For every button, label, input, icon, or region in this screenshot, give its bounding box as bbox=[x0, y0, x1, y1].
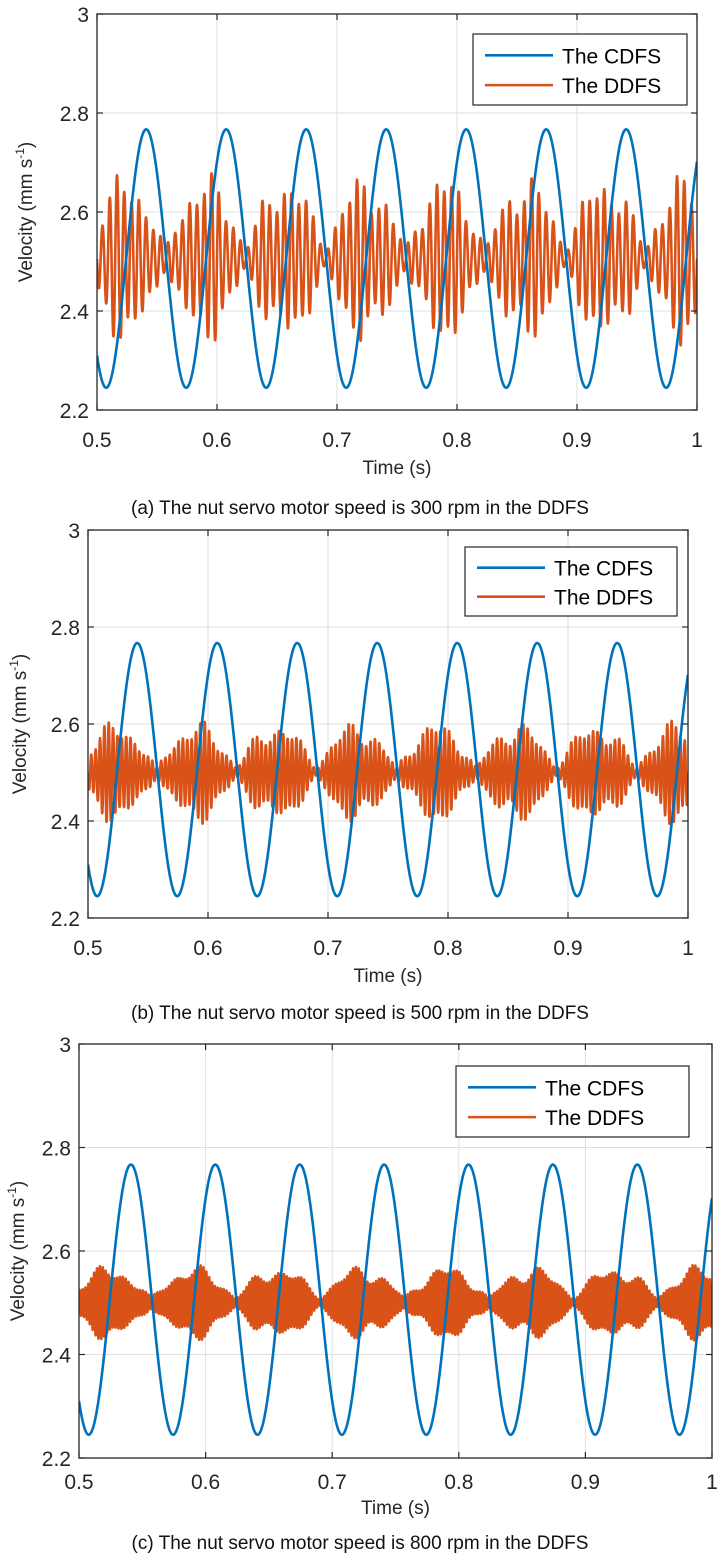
x-axis-label: Time (s) bbox=[361, 1498, 430, 1519]
y-axis-label: Velocity (mm s-1) bbox=[13, 142, 37, 283]
x-tick-label: 0.9 bbox=[571, 1471, 600, 1494]
x-tick-label: 0.5 bbox=[82, 429, 111, 452]
legend: The CDFS The DDFS bbox=[456, 1066, 689, 1137]
y-axis-label-superscript: -1 bbox=[7, 660, 21, 671]
figure-caption: (c) The nut servo motor speed is 800 rpm… bbox=[132, 1533, 589, 1554]
x-tick-label: 1 bbox=[706, 1471, 718, 1494]
legend-cdfs-label: The CDFS bbox=[562, 45, 661, 68]
x-tick-label: 0.8 bbox=[433, 937, 462, 960]
y-tick-label: 3 bbox=[68, 520, 80, 543]
figure-caption: (a) The nut servo motor speed is 300 rpm… bbox=[131, 498, 589, 519]
legend: The CDFS The DDFS bbox=[473, 34, 687, 105]
y-axis-label-close: ) bbox=[8, 1181, 29, 1187]
y-tick-label: 2.2 bbox=[60, 400, 89, 423]
x-tick-label: 0.7 bbox=[318, 1471, 347, 1494]
legend-cdfs-label: The CDFS bbox=[554, 558, 653, 581]
y-axis-label: Velocity (mm s-1) bbox=[5, 1181, 29, 1322]
y-axis-label-text: Velocity (mm s bbox=[16, 159, 37, 283]
x-tick-label: 0.7 bbox=[322, 429, 351, 452]
y-axis-label-superscript: -1 bbox=[13, 148, 27, 159]
y-tick-label: 2.8 bbox=[42, 1138, 71, 1161]
x-tick-label: 1 bbox=[691, 429, 703, 452]
legend: The CDFS The DDFS bbox=[465, 547, 677, 616]
x-tick-label: 0.7 bbox=[313, 937, 342, 960]
y-tick-label: 2.6 bbox=[60, 202, 89, 225]
chart-c: 0.5 0.6 0.7 0.8 0.9 1 2.2 2.4 2.6 2.8 3 Time (s) Vel… bbox=[5, 1034, 718, 1554]
y-axis-label-text: Velocity (mm s bbox=[8, 1198, 29, 1322]
x-tick-label: 0.8 bbox=[442, 429, 471, 452]
x-tick-label: 0.9 bbox=[553, 937, 582, 960]
x-tick-label: 0.5 bbox=[73, 937, 102, 960]
y-axis-label: Velocity (mm s-1) bbox=[7, 654, 31, 795]
y-axis-label-text: Velocity (mm s bbox=[10, 671, 31, 795]
y-tick-label: 2.4 bbox=[51, 811, 81, 834]
y-tick-label: 2.6 bbox=[51, 714, 80, 737]
x-axis-label: Time (s) bbox=[363, 458, 432, 479]
x-axis-label: Time (s) bbox=[354, 966, 423, 987]
y-axis-label-superscript: -1 bbox=[5, 1187, 19, 1198]
x-tick-label: 1 bbox=[682, 937, 694, 960]
figure-caption: (b) The nut servo motor speed is 500 rpm… bbox=[131, 1003, 589, 1024]
y-tick-label: 2.8 bbox=[51, 617, 80, 640]
y-tick-label: 2.4 bbox=[42, 1345, 72, 1368]
x-tick-label: 0.6 bbox=[202, 429, 231, 452]
y-tick-label: 2.8 bbox=[60, 103, 89, 126]
y-axis-label-close: ) bbox=[10, 654, 31, 660]
chart-a: 0.5 0.6 0.7 0.8 0.9 1 2.2 2.4 2.6 2.8 3 Time (s) Vel… bbox=[13, 4, 703, 519]
y-axis-label-close: ) bbox=[16, 142, 37, 148]
y-tick-label: 3 bbox=[77, 4, 89, 27]
y-tick-label: 2.2 bbox=[51, 908, 80, 931]
x-tick-label: 0.9 bbox=[562, 429, 591, 452]
y-tick-label: 2.4 bbox=[60, 301, 90, 324]
x-tick-label: 0.6 bbox=[193, 937, 222, 960]
legend-cdfs-label: The CDFS bbox=[545, 1077, 644, 1100]
y-tick-label: 3 bbox=[59, 1034, 71, 1057]
x-tick-label: 0.6 bbox=[191, 1471, 220, 1494]
legend-ddfs-label: The DDFS bbox=[554, 587, 653, 610]
x-tick-label: 0.8 bbox=[444, 1471, 473, 1494]
chart-b: 0.5 0.6 0.7 0.8 0.9 1 2.2 2.4 2.6 2.8 3 Time (s) Vel… bbox=[7, 520, 694, 1024]
legend-ddfs-label: The DDFS bbox=[545, 1107, 644, 1130]
y-tick-label: 2.6 bbox=[42, 1241, 71, 1264]
x-tick-label: 0.5 bbox=[64, 1471, 93, 1494]
y-tick-label: 2.2 bbox=[42, 1448, 71, 1471]
legend-ddfs-label: The DDFS bbox=[562, 75, 661, 98]
